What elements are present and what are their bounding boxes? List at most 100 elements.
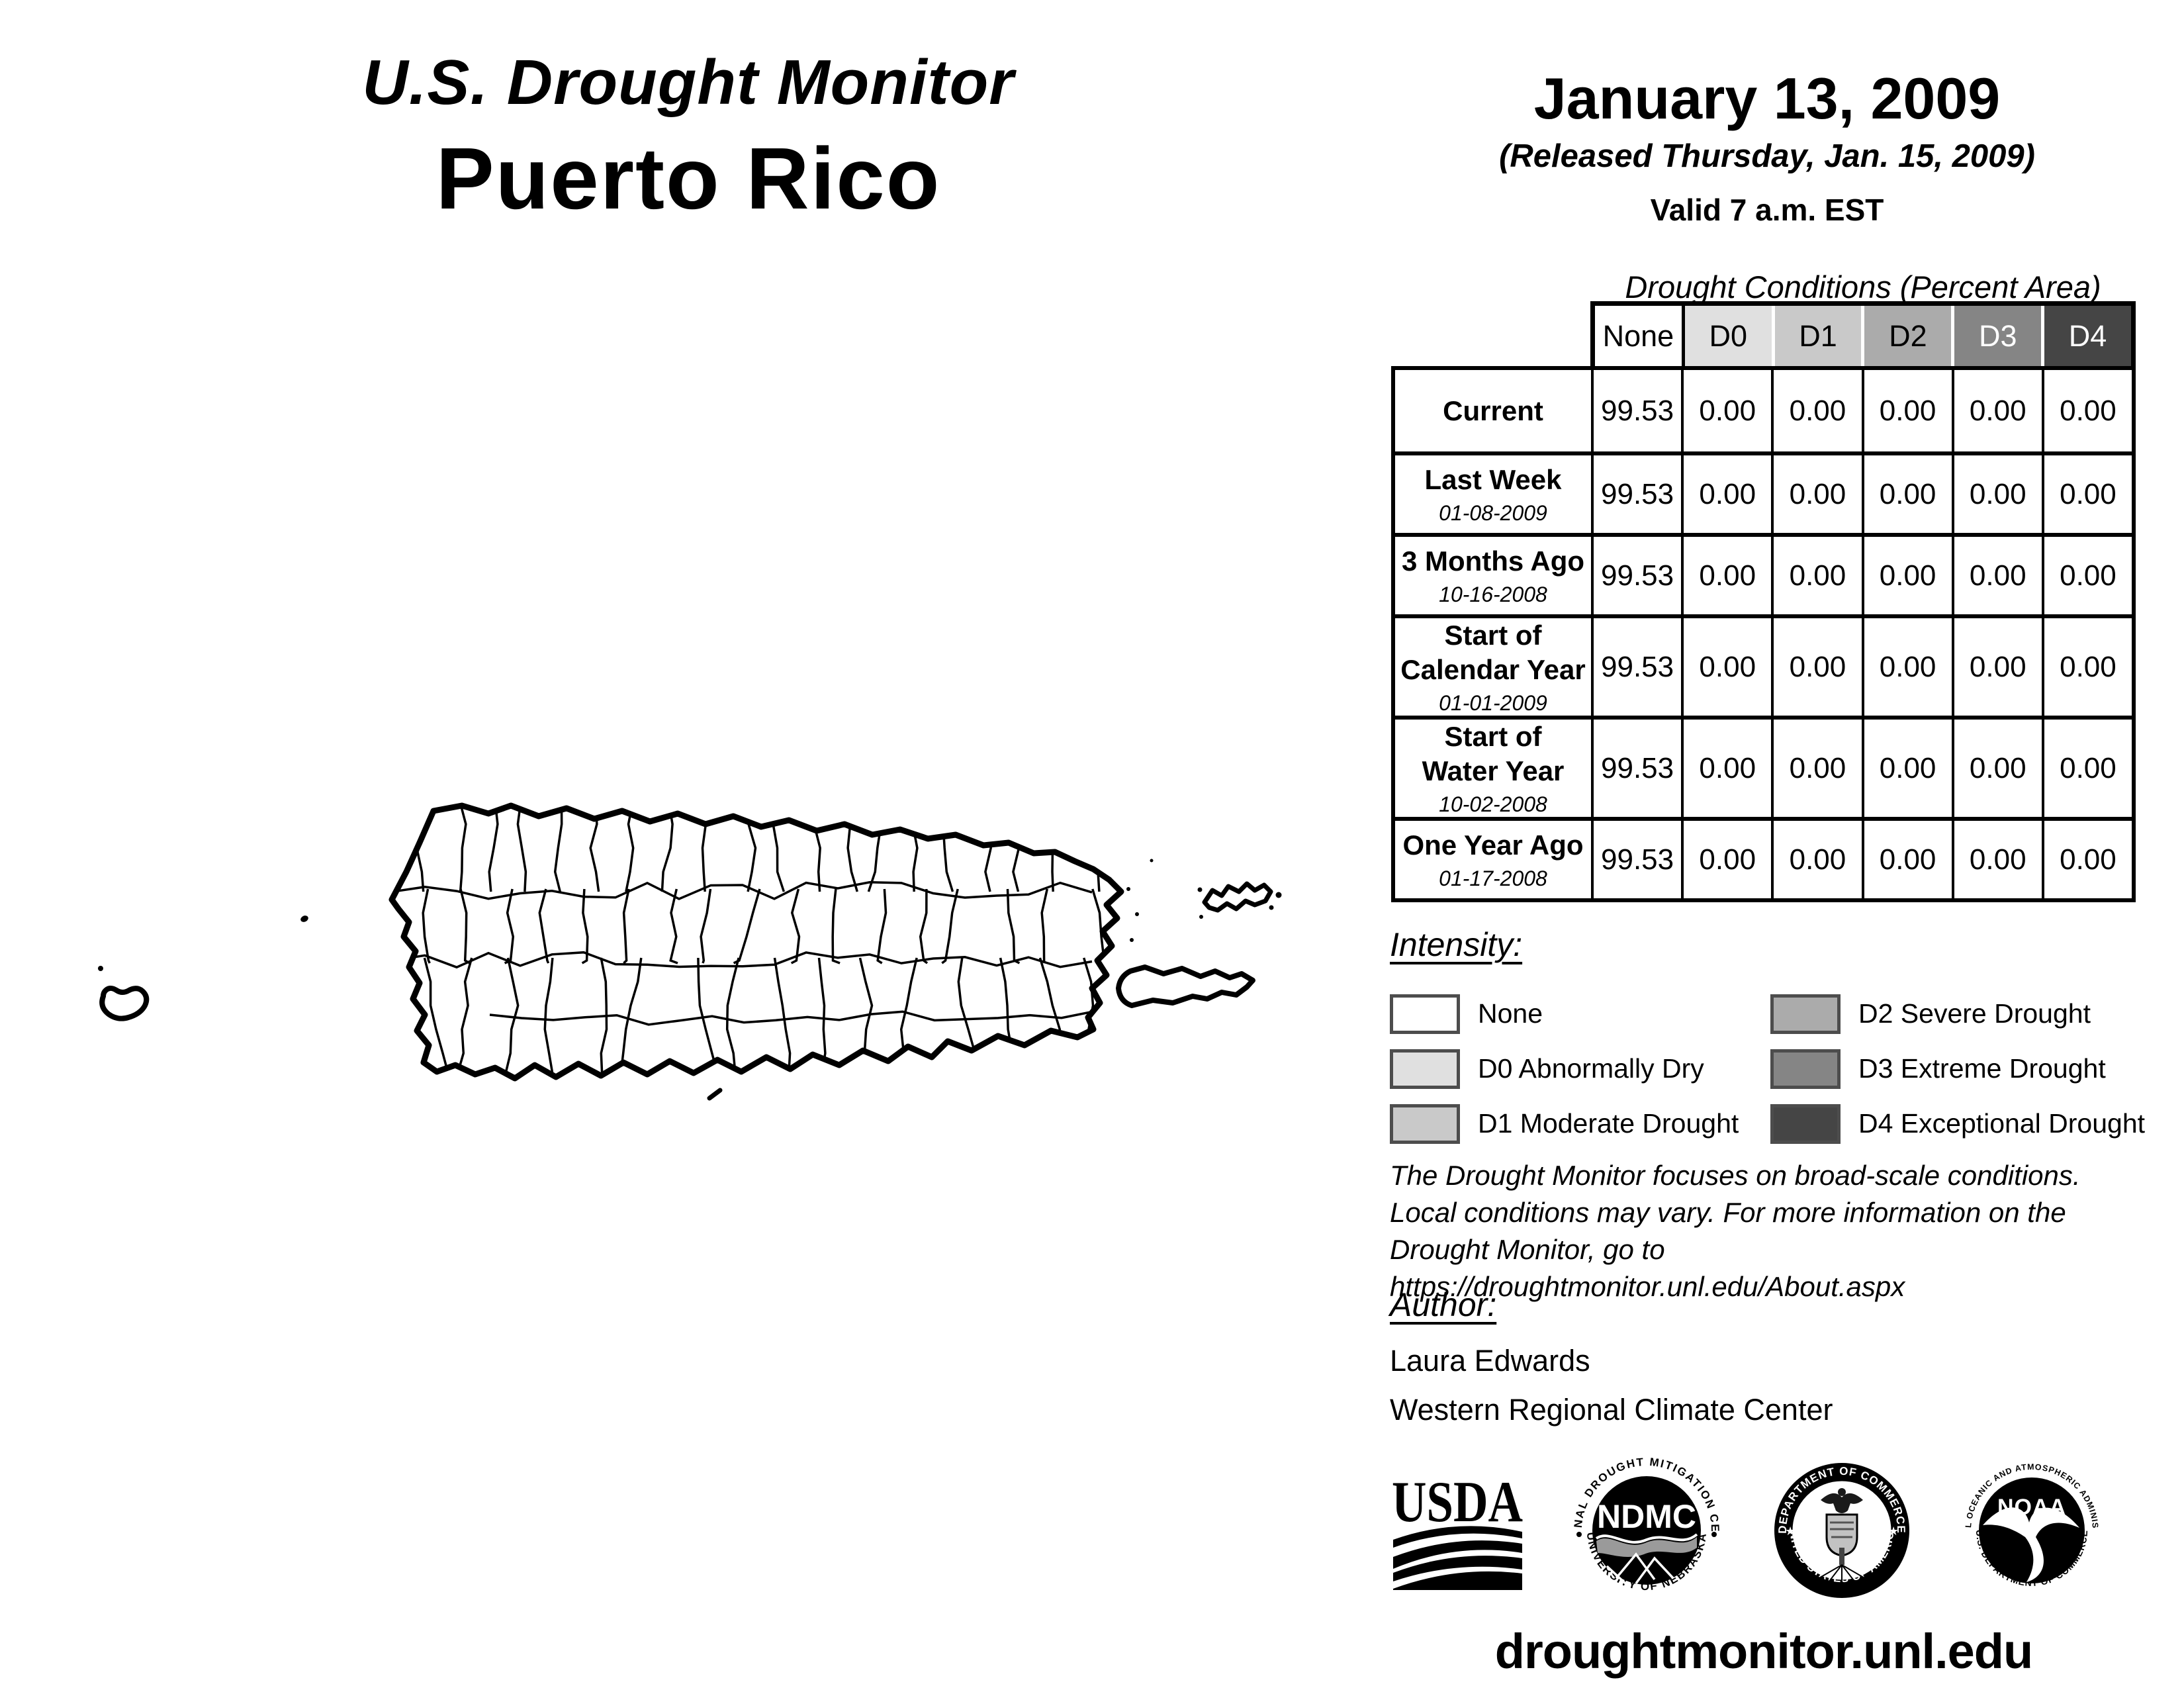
row-label-text: Start of Water Year	[1422, 721, 1565, 786]
legend-item-none: None	[1390, 986, 1770, 1041]
desecheo-island	[300, 915, 308, 922]
value-cell: 0.00	[1951, 370, 2042, 451]
svg-text:★: ★	[1785, 1524, 1796, 1538]
mona-island	[99, 986, 150, 1021]
value-cell: 99.53	[1591, 614, 1682, 716]
date-block: January 13, 2009 (Released Thursday, Jan…	[1410, 65, 2124, 228]
column-header-d2: D2	[1864, 306, 1952, 366]
row-label: Current	[1395, 370, 1591, 451]
row-label: Start of Water Year 10-02-2008	[1395, 716, 1591, 817]
legend-item-d4: D4 Exceptional Drought	[1770, 1096, 2158, 1151]
value-cell: 0.00	[1681, 451, 1772, 533]
noaa-logo-icon: NATIONAL OCEANIC AND ATMOSPHERIC ADMINIS…	[1960, 1459, 2099, 1588]
row-label-text: One Year Ago	[1402, 829, 1584, 861]
value-cell: 0.00	[1771, 716, 1862, 817]
d0-swatch-icon	[1390, 1049, 1460, 1089]
column-header-d0: D0	[1684, 306, 1772, 366]
legend-label: D0 Abnormally Dry	[1478, 1053, 1704, 1084]
disclaimer: The Drought Monitor focuses on broad-sca…	[1390, 1157, 2184, 1305]
value-cell: 0.00	[1951, 614, 2042, 716]
map-date: January 13, 2009	[1533, 66, 2001, 131]
value-cell: 0.00	[1771, 614, 1862, 716]
author-title: Author:	[1390, 1286, 1497, 1323]
ndmc-text: NDMC	[1597, 1498, 1696, 1535]
legend-item-d0: D0 Abnormally Dry	[1390, 1041, 1770, 1096]
legend-label: D2 Severe Drought	[1858, 998, 2091, 1029]
value-cell: 0.00	[1861, 370, 1952, 451]
value-cell: 0.00	[1861, 451, 1952, 533]
value-cell: 0.00	[1861, 614, 1952, 716]
d1-swatch-icon	[1390, 1103, 1460, 1144]
disclaimer-line: Local conditions may vary. For more info…	[1390, 1197, 2066, 1228]
footer-url: droughtmonitor.unl.edu	[1494, 1624, 2033, 1679]
row-label-text: 3 Months Ago	[1401, 545, 1585, 577]
row-date: 01-01-2009	[1439, 691, 1547, 715]
column-header-d3: D3	[1954, 306, 2042, 366]
row-label: 3 Months Ago 10-16-2008	[1395, 533, 1591, 614]
value-cell: 0.00	[1861, 716, 1952, 817]
value-cell: 0.00	[2041, 716, 2132, 817]
none-swatch-icon	[1390, 994, 1460, 1034]
table-header-row: None D0 D1 D2 D3 D4	[1590, 301, 2136, 371]
table-body: Current 99.53 0.00 0.00 0.00 0.00 0.00 Last Wee…	[1391, 366, 2136, 902]
usda-text: USDA	[1392, 1472, 1523, 1534]
d3-swatch-icon	[1770, 1049, 1841, 1089]
value-cell: 0.00	[1951, 451, 2042, 533]
value-cell: 0.00	[2041, 533, 2132, 614]
row-label: Start of Calendar Year 01-01-2009	[1395, 614, 1591, 716]
value-cell: 0.00	[1681, 370, 1771, 451]
d2-swatch-icon	[1770, 994, 1841, 1034]
usda-logo-icon: USDA	[1392, 1472, 1523, 1590]
author-organization: Western Regional Climate Center	[1390, 1393, 1833, 1427]
commerce-logo-icon: DEPARTMENT OF COMMERCE UNITED STATES OF …	[1770, 1459, 1909, 1598]
legend-label: D1 Moderate Drought	[1478, 1108, 1739, 1139]
intensity-legend: Intensity: None D0 Abnormally Dry D1 Mod…	[1390, 925, 2158, 1151]
row-date: 01-17-2008	[1439, 867, 1547, 890]
legend-label: D3 Extreme Drought	[1858, 1053, 2106, 1084]
svg-text:★: ★	[1888, 1524, 1899, 1538]
legend-item-d3: D3 Extreme Drought	[1770, 1041, 2158, 1096]
row-label-text: Last Week	[1424, 464, 1562, 495]
value-cell: 0.00	[1681, 817, 1772, 898]
value-cell: 0.00	[1951, 716, 2042, 817]
row-date: 10-02-2008	[1439, 792, 1547, 816]
value-cell: 99.53	[1591, 533, 1682, 614]
value-cell: 0.00	[2041, 451, 2132, 533]
author-name: Laura Edwards	[1390, 1344, 1590, 1378]
noaa-text: NOAA	[1997, 1495, 2066, 1520]
author-block: Author: Laura Edwards Western Regional C…	[1390, 1286, 1833, 1427]
legend-item-d2: D2 Severe Drought	[1770, 986, 2158, 1041]
row-date: 10-16-2008	[1439, 583, 1547, 606]
value-cell: 0.00	[1951, 817, 2042, 898]
culebra-island	[1202, 881, 1273, 913]
value-cell: 0.00	[1861, 817, 1952, 898]
region-title: Puerto Rico	[435, 130, 941, 227]
value-cell: 0.00	[1771, 533, 1862, 614]
legend-item-d1: D1 Moderate Drought	[1390, 1096, 1770, 1151]
legend-grid: None D0 Abnormally Dry D1 Moderate Droug…	[1390, 986, 2158, 1151]
puerto-rico-map	[98, 791, 1282, 1101]
map-container	[79, 791, 1310, 1162]
value-cell: 0.00	[1771, 817, 1862, 898]
column-header-d1: D1	[1774, 306, 1862, 366]
caja-de-muertos-island	[707, 1088, 723, 1101]
value-cell: 0.00	[2041, 614, 2132, 716]
value-cell: 0.00	[1681, 533, 1772, 614]
value-cell: 0.00	[1681, 716, 1772, 817]
table-title: Drought Conditions (Percent Area)	[1625, 269, 2101, 305]
column-header-d4: D4	[2044, 306, 2131, 366]
row-date: 01-08-2009	[1439, 501, 1547, 525]
row-label-text: Current	[1443, 395, 1543, 426]
report-title: U.S. Drought Monitor	[362, 47, 1015, 118]
row-label-text: Start of Calendar Year	[1400, 620, 1586, 685]
value-cell: 99.53	[1591, 370, 1681, 451]
value-cell: 99.53	[1591, 817, 1682, 898]
legend-label: None	[1478, 998, 1543, 1029]
value-cell: 0.00	[2041, 817, 2132, 898]
value-cell: 0.00	[1681, 614, 1772, 716]
vieques-island	[1116, 964, 1255, 1008]
title-block: U.S. Drought Monitor Puerto Rico	[159, 46, 1218, 228]
value-cell: 0.00	[2041, 370, 2132, 451]
value-cell: 99.53	[1591, 716, 1682, 817]
value-cell: 0.00	[1771, 451, 1862, 533]
